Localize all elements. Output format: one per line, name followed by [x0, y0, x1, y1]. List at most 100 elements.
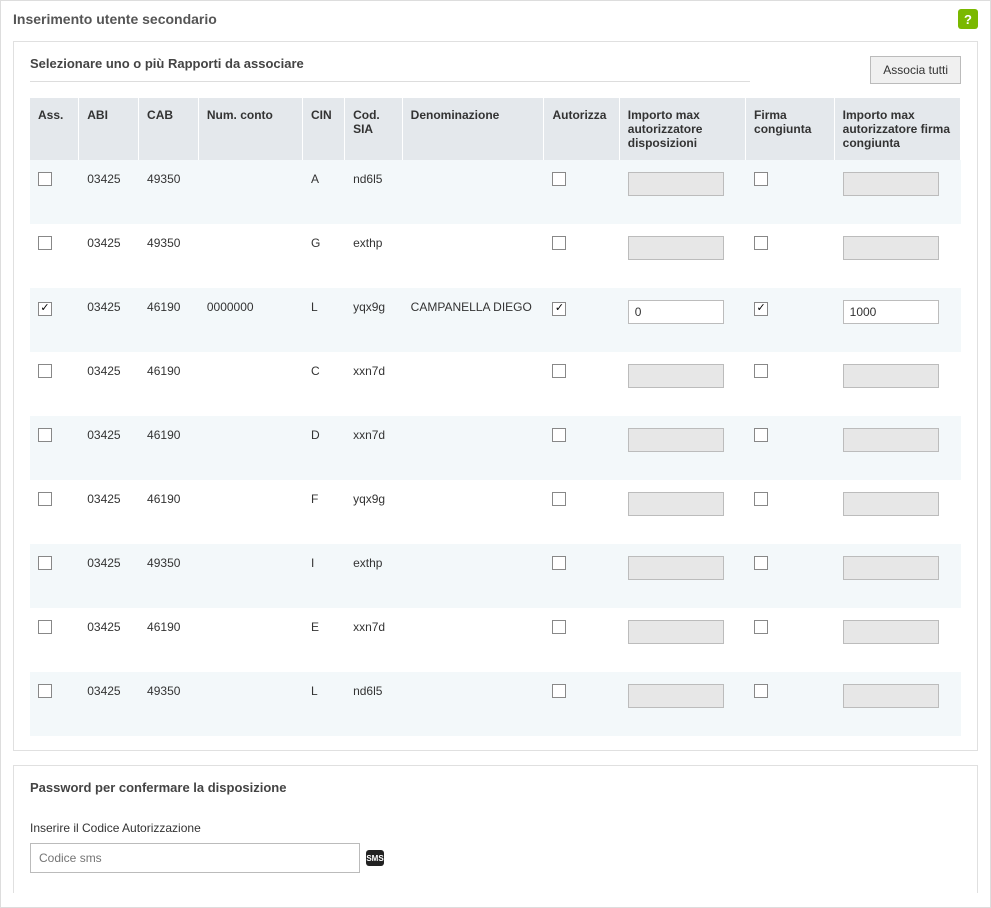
autorizza-checkbox[interactable] [552, 364, 566, 378]
cell-denominazione [402, 416, 544, 480]
importo-fc-input[interactable] [843, 300, 939, 324]
ass-checkbox[interactable] [38, 620, 52, 634]
col-autorizza: Autorizza [544, 98, 619, 160]
col-importo-fc: Importo max autorizzatore firma congiunt… [834, 98, 960, 160]
table-row: 0342546190 Fyqx9g [30, 480, 961, 544]
importo-fc-input [843, 364, 939, 388]
cell-cab: 46190 [139, 480, 199, 544]
main-container: Inserimento utente secondario ? Selezion… [0, 0, 991, 908]
importo-disp-input [628, 492, 724, 516]
cell-cod-sia: exthp [345, 224, 403, 288]
cell-num-conto: 0000000 [198, 288, 302, 352]
cell-denominazione [402, 160, 544, 224]
cell-abi: 03425 [79, 288, 139, 352]
ass-checkbox[interactable] [38, 556, 52, 570]
section-title: Selezionare uno o più Rapporti da associ… [30, 56, 870, 71]
cell-abi: 03425 [79, 160, 139, 224]
cell-num-conto [198, 608, 302, 672]
importo-fc-input [843, 236, 939, 260]
cell-cab: 49350 [139, 544, 199, 608]
col-ass: Ass. [30, 98, 79, 160]
cell-denominazione [402, 672, 544, 736]
cell-cin: A [302, 160, 344, 224]
cell-cod-sia: yqx9g [345, 480, 403, 544]
help-icon[interactable]: ? [958, 9, 978, 29]
importo-fc-input [843, 492, 939, 516]
autorizza-checkbox[interactable] [552, 428, 566, 442]
autorizza-checkbox[interactable] [552, 684, 566, 698]
cell-abi: 03425 [79, 544, 139, 608]
firma-congiunta-checkbox[interactable] [754, 236, 768, 250]
cell-cod-sia: exthp [345, 544, 403, 608]
cell-cab: 46190 [139, 608, 199, 672]
cell-abi: 03425 [79, 480, 139, 544]
cell-denominazione [402, 480, 544, 544]
password-section-title: Password per confermare la disposizione [30, 780, 961, 795]
importo-disp-input [628, 684, 724, 708]
importo-disp-input [628, 428, 724, 452]
cell-denominazione [402, 224, 544, 288]
table-row: 0342549350Gexthp [30, 224, 961, 288]
cell-cin: D [302, 416, 344, 480]
firma-congiunta-checkbox[interactable] [754, 172, 768, 186]
firma-congiunta-checkbox[interactable] [754, 428, 768, 442]
cell-denominazione [402, 608, 544, 672]
ass-checkbox[interactable] [38, 428, 52, 442]
password-label: Inserire il Codice Autorizzazione [30, 821, 961, 835]
ass-checkbox[interactable]: ✓ [38, 302, 52, 316]
firma-congiunta-checkbox[interactable]: ✓ [754, 302, 768, 316]
table-row: 0342546190Dxxn7d [30, 416, 961, 480]
cell-denominazione [402, 544, 544, 608]
autorizza-checkbox[interactable] [552, 620, 566, 634]
cell-cab: 46190 [139, 288, 199, 352]
cell-num-conto [198, 160, 302, 224]
rapporti-table: Ass. ABI CAB Num. conto CIN Cod. SIA Den… [30, 98, 961, 736]
importo-fc-input [843, 620, 939, 644]
divider [30, 81, 750, 82]
cell-cab: 46190 [139, 352, 199, 416]
importo-disp-input [628, 364, 724, 388]
cell-cab: 49350 [139, 160, 199, 224]
firma-congiunta-checkbox[interactable] [754, 492, 768, 506]
importo-disp-input[interactable] [628, 300, 724, 324]
cell-num-conto [198, 224, 302, 288]
table-row: 0342549350Lnd6l5 [30, 672, 961, 736]
ass-checkbox[interactable] [38, 364, 52, 378]
importo-fc-input [843, 172, 939, 196]
table-row: 0342549350And6l5 [30, 160, 961, 224]
cell-denominazione: CAMPANELLA DIEGO [402, 288, 544, 352]
cell-cin: I [302, 544, 344, 608]
associate-all-button[interactable]: Associa tutti [870, 56, 961, 84]
autorizza-checkbox[interactable] [552, 492, 566, 506]
cell-cin: F [302, 480, 344, 544]
cell-cab: 46190 [139, 416, 199, 480]
cell-cod-sia: xxn7d [345, 608, 403, 672]
firma-congiunta-checkbox[interactable] [754, 364, 768, 378]
cell-cin: C [302, 352, 344, 416]
table-row: ✓03425461900000000Lyqx9gCAMPANELLA DIEGO… [30, 288, 961, 352]
autorizza-checkbox[interactable] [552, 236, 566, 250]
cell-abi: 03425 [79, 416, 139, 480]
ass-checkbox[interactable] [38, 684, 52, 698]
firma-congiunta-checkbox[interactable] [754, 556, 768, 570]
importo-disp-input [628, 556, 724, 580]
firma-congiunta-checkbox[interactable] [754, 620, 768, 634]
cell-num-conto [198, 416, 302, 480]
page-title: Inserimento utente secondario [13, 11, 217, 27]
autorizza-checkbox[interactable] [552, 556, 566, 570]
firma-congiunta-checkbox[interactable] [754, 684, 768, 698]
ass-checkbox[interactable] [38, 236, 52, 250]
cell-num-conto [198, 672, 302, 736]
ass-checkbox[interactable] [38, 172, 52, 186]
cell-cod-sia: yqx9g [345, 288, 403, 352]
ass-checkbox[interactable] [38, 492, 52, 506]
importo-disp-input [628, 620, 724, 644]
table-row: 0342546190Cxxn7d [30, 352, 961, 416]
cell-cab: 49350 [139, 672, 199, 736]
autorizza-checkbox[interactable]: ✓ [552, 302, 566, 316]
auth-code-input[interactable] [30, 843, 360, 873]
importo-fc-input [843, 556, 939, 580]
table-row: 0342546190Exxn7d [30, 608, 961, 672]
col-denominazione: Denominazione [402, 98, 544, 160]
autorizza-checkbox[interactable] [552, 172, 566, 186]
